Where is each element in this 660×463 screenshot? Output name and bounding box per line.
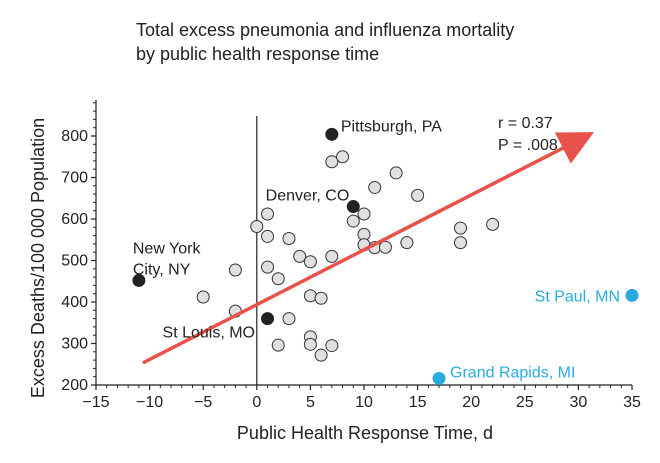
data-points [132, 127, 639, 385]
data-point [261, 207, 275, 221]
x-tick-label: 10 [355, 394, 373, 411]
y-tick-label: 700 [61, 170, 88, 187]
data-point [325, 249, 339, 263]
data-point [314, 348, 328, 362]
data-point [271, 272, 285, 286]
label-st-paul: St Paul, MN [535, 288, 620, 305]
x-tick-label: 5 [306, 394, 315, 411]
label-denver: Denver, CO [266, 188, 350, 205]
data-point [303, 337, 317, 351]
chart-title-line-1: Total excess pneumonia and influenza mor… [136, 20, 514, 40]
outlier-city-point [432, 371, 446, 385]
data-point [357, 207, 371, 221]
label-new-york: New York City, NY [133, 240, 202, 278]
x-axis-label: Public Health Response Time, d [237, 423, 493, 443]
data-point [250, 219, 264, 233]
data-point [325, 339, 339, 353]
data-point [271, 338, 285, 352]
label-grand-rapids: Grand Rapids, MI [450, 364, 575, 381]
data-point [325, 155, 339, 169]
data-point [303, 289, 317, 303]
data-point [378, 240, 392, 254]
y-tick-label: 300 [61, 336, 88, 353]
label-pittsburgh: Pittsburgh, PA [341, 118, 442, 135]
data-point [453, 236, 467, 250]
axes: −15 −10 −5 0 5 10 15 20 25 30 35 200 300 400 500 600 700… [61, 100, 641, 411]
correlation-stats: r = 0.37 P = .008 [498, 115, 558, 154]
chart-title-line-2: by public health response time [136, 44, 379, 64]
x-tick-label: 35 [623, 394, 641, 411]
data-point [293, 249, 307, 263]
chart-title: Total excess pneumonia and influenza mor… [136, 20, 514, 64]
data-point [368, 180, 382, 194]
data-point [389, 166, 403, 180]
y-tick-label: 400 [61, 294, 88, 311]
x-tick-label: −10 [136, 394, 163, 411]
y-tick-label: 200 [61, 377, 88, 394]
trend-arrow-line [142, 132, 594, 364]
p-value: P = .008 [498, 137, 558, 154]
data-point [336, 150, 350, 164]
y-tick-label: 500 [61, 253, 88, 270]
y-tick-label: 600 [61, 211, 88, 228]
x-tick-label: 20 [462, 394, 480, 411]
highlighted-city-point [261, 312, 275, 326]
x-tick-label: 0 [252, 394, 261, 411]
x-tick-label: −5 [194, 394, 212, 411]
y-axis-label: Excess Deaths/100 000 Population [28, 118, 48, 398]
data-point [346, 214, 360, 228]
data-point [282, 232, 296, 246]
data-point [282, 312, 296, 326]
x-tick-label: 25 [516, 394, 534, 411]
data-point [411, 188, 425, 202]
data-point [228, 263, 242, 277]
highlighted-city-point [325, 127, 339, 141]
data-point [400, 236, 414, 250]
x-tick-label: 15 [409, 394, 427, 411]
x-tick-label: −15 [82, 394, 109, 411]
x-tick-label: 30 [570, 394, 588, 411]
label-st-louis: St Louis, MO [163, 325, 255, 342]
highlighted-city-point [132, 273, 146, 287]
outlier-city-point [625, 288, 639, 302]
data-point [486, 217, 500, 231]
r-value: r = 0.37 [498, 115, 553, 132]
trend-arrow [142, 132, 594, 364]
highlighted-city-point [346, 200, 360, 214]
data-point [303, 255, 317, 269]
data-point [261, 260, 275, 274]
y-tick-label: 800 [61, 128, 88, 145]
data-point [261, 229, 275, 243]
point-labels: Pittsburgh, PA Denver, CO New York City, NY… [133, 118, 620, 381]
data-point [453, 221, 467, 235]
data-point [196, 290, 210, 304]
data-point [314, 291, 328, 305]
